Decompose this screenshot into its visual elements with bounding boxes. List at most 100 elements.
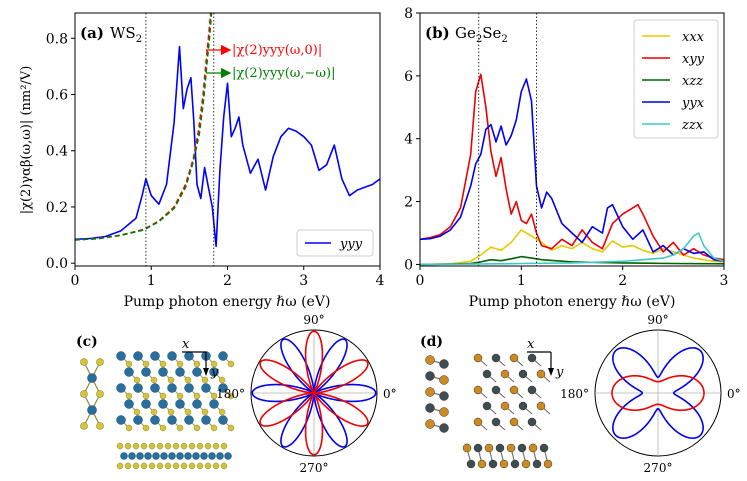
xtick-label-b-2: 2 bbox=[618, 273, 627, 289]
xtick-label-a-0: 0 bbox=[71, 273, 80, 289]
ws2-front-s-top bbox=[180, 442, 188, 450]
gese-front-atom bbox=[477, 459, 487, 469]
xtick-label-a-4: 4 bbox=[376, 273, 385, 289]
ws2-atom-w bbox=[201, 383, 211, 393]
panel-a-label: (a) bbox=[80, 24, 104, 42]
legend-b-zzx: zzx bbox=[681, 118, 704, 133]
ws2-atom-w bbox=[167, 383, 177, 393]
ws2-atom-s bbox=[159, 392, 167, 400]
gese-front-atom bbox=[506, 443, 516, 453]
panel-a: 0 1 2 3 4 0.0 0.2 0.4 0.6 0.8 (a) WS2 |χ(2)yyy(ω,… bbox=[19, 12, 385, 310]
panel-a-ylabel: |χ(2)γαβ(ω,ω)| (nm²/V) bbox=[19, 66, 34, 215]
gese-front-atom bbox=[462, 443, 472, 453]
gese-top-atom bbox=[491, 353, 501, 363]
legend-b-yyx: yyx bbox=[681, 96, 705, 111]
ws2-atom-s bbox=[201, 408, 209, 416]
ws2-front-s-top bbox=[204, 442, 212, 450]
panel-b: 0 1 2 3 0 2 4 6 8 (b) Ge2Se2 xxx xyy xzz yyx zzx Pum… bbox=[404, 6, 728, 310]
ws2-front-s-top bbox=[124, 442, 132, 450]
ws2-side-structure bbox=[80, 358, 104, 430]
ws2-atom-s bbox=[133, 376, 141, 384]
ytick-label-a-2: 0.4 bbox=[46, 144, 68, 160]
ws2-atom-w bbox=[141, 399, 151, 409]
ws2-atom-s bbox=[218, 376, 226, 384]
panel-b-xlabel: Pump photon energy ℏω (eV) bbox=[469, 294, 676, 310]
ws2-atom-s bbox=[193, 424, 201, 432]
ws2-front-w bbox=[144, 452, 152, 460]
gese-front-structure bbox=[462, 443, 553, 469]
panel-a-legend: yyy bbox=[296, 229, 374, 257]
ws2-atom-w bbox=[167, 415, 177, 425]
series-b-4 bbox=[420, 232, 724, 266]
polar-angle-label-d-0: 90° bbox=[647, 313, 668, 327]
ws2-atom-w bbox=[133, 383, 143, 393]
ws2-atom-w bbox=[150, 415, 160, 425]
ws2-atom-s bbox=[159, 424, 167, 432]
gese-top-atom bbox=[536, 369, 546, 379]
gese-top-atom bbox=[518, 401, 528, 411]
panel-c-label: (c) bbox=[76, 334, 98, 350]
gese-top-atom bbox=[473, 417, 483, 427]
ws2-front-s-bottom bbox=[188, 462, 196, 470]
gese-top-atom bbox=[473, 385, 483, 395]
ws2-front-w bbox=[176, 452, 184, 460]
polar-angle-label-c-3: 0° bbox=[383, 387, 397, 401]
polar-angle-label-d-3: 0° bbox=[727, 387, 741, 401]
ws2-atom-s bbox=[210, 424, 218, 432]
gese-top-atom bbox=[509, 353, 519, 363]
gese-top-atom bbox=[527, 385, 537, 395]
axis-d-x: x bbox=[527, 337, 535, 352]
ws2-front-s-top bbox=[148, 442, 156, 450]
ws2-atom-s bbox=[167, 408, 175, 416]
ws2-atom-w bbox=[192, 367, 202, 377]
ws2-atom-s bbox=[142, 424, 150, 432]
series-b-2 bbox=[420, 255, 724, 266]
axis-c-x: x bbox=[182, 337, 190, 352]
legend-a-yyy: yyy bbox=[339, 237, 363, 252]
ytick-label-a-0: 0.0 bbox=[46, 256, 68, 272]
ws2-atom-s bbox=[210, 392, 218, 400]
gese-top-atom bbox=[491, 385, 501, 395]
legend-b-xyy: xyy bbox=[682, 52, 705, 67]
gese-front-atom bbox=[473, 443, 483, 453]
ws2-front-s-top bbox=[212, 442, 220, 450]
ws2-front-s-top bbox=[164, 442, 172, 450]
ws2-front-w bbox=[192, 452, 200, 460]
panel-b-label: (b) bbox=[425, 24, 450, 42]
polar-angle-label-d-2: 270° bbox=[644, 461, 673, 475]
ws2-front-s-top bbox=[196, 442, 204, 450]
gese-side-atom bbox=[439, 391, 449, 401]
panel-a-frame bbox=[74, 12, 381, 267]
ws2-front-w bbox=[224, 452, 232, 460]
gese-front-atom bbox=[466, 459, 476, 469]
ws2-front-w bbox=[152, 452, 160, 460]
ws2-front-structure bbox=[116, 442, 232, 470]
gese-side-atom bbox=[425, 355, 435, 365]
ws2-atom-w bbox=[184, 351, 194, 361]
panel-c: (c) x y 90° 180° 270° bbox=[76, 313, 397, 475]
gese-top-atom bbox=[482, 401, 492, 411]
ws2-atom-s bbox=[142, 360, 150, 368]
ws2-atom-w bbox=[209, 399, 219, 409]
ws2-atom-s bbox=[150, 376, 158, 384]
gese-side-atom bbox=[425, 419, 435, 429]
ws2-atom-w bbox=[158, 399, 168, 409]
ws2-atom-w bbox=[175, 399, 185, 409]
ws2-front-s-bottom bbox=[212, 462, 220, 470]
gese-top-atom bbox=[527, 353, 537, 363]
polar-d-red bbox=[611, 374, 705, 412]
gese-front-atom bbox=[543, 459, 553, 469]
xtick-label-b-1: 1 bbox=[517, 273, 526, 289]
ws2-atom-s bbox=[176, 360, 184, 368]
series-a-0 bbox=[75, 45, 380, 248]
ws2-atom-s bbox=[193, 392, 201, 400]
gese-front-atom bbox=[532, 459, 542, 469]
ws2-atom-w bbox=[124, 399, 134, 409]
ws2-atom-s bbox=[176, 392, 184, 400]
ws2-front-s-bottom bbox=[156, 462, 164, 470]
ws2-front-s-bottom bbox=[116, 462, 124, 470]
ws2-atom-w bbox=[218, 383, 228, 393]
gese-top-structure bbox=[473, 353, 551, 431]
ws2-front-s-bottom bbox=[196, 462, 204, 470]
ws2-front-s-bottom bbox=[164, 462, 172, 470]
